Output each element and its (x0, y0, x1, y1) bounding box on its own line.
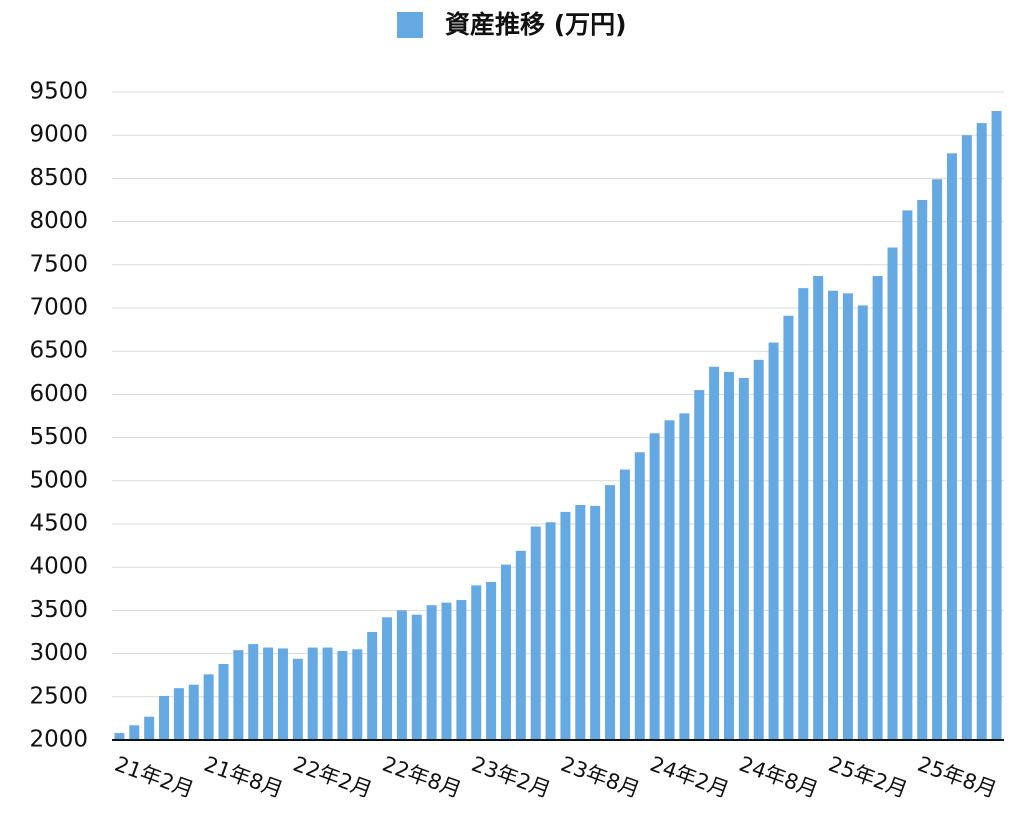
x-tick-label: 24年2月 (647, 752, 732, 803)
bar (857, 305, 868, 740)
bar (991, 111, 1002, 741)
bar (694, 390, 705, 740)
bar (263, 647, 274, 740)
bar (798, 288, 809, 740)
bar (545, 522, 556, 740)
bar (590, 505, 601, 740)
bar (753, 359, 764, 740)
bar (144, 716, 155, 740)
legend-swatch (397, 12, 423, 38)
y-tick-label: 5500 (29, 424, 88, 450)
x-tick-label: 21年2月 (112, 752, 197, 803)
y-tick-label: 7500 (29, 251, 88, 277)
x-tick-label: 22年2月 (290, 752, 375, 803)
bar (337, 651, 348, 740)
bar (426, 605, 437, 740)
bar (218, 663, 229, 740)
bar (872, 276, 883, 740)
bar (396, 610, 407, 740)
bar (292, 658, 303, 740)
bar (649, 433, 660, 740)
y-tick-label: 6000 (29, 381, 88, 407)
x-tick-label: 23年2月 (468, 752, 553, 803)
bar (471, 585, 482, 740)
bar (768, 342, 779, 740)
bar (946, 153, 957, 740)
y-tick-label: 8500 (29, 165, 88, 191)
x-tick-label: 25年2月 (825, 752, 910, 803)
bar (902, 210, 913, 741)
bar (203, 674, 214, 740)
bar (248, 644, 259, 740)
bar (783, 315, 794, 740)
bar (382, 617, 393, 740)
bar (367, 632, 378, 740)
bar (352, 649, 363, 740)
bar (619, 469, 630, 740)
bar (917, 200, 928, 740)
bar (679, 413, 690, 740)
bar (173, 688, 184, 740)
bar (159, 695, 170, 740)
y-tick-label: 6500 (29, 338, 88, 364)
y-tick-label: 9500 (29, 79, 88, 105)
y-tick-label: 7000 (29, 295, 88, 321)
bar (188, 684, 199, 740)
bar (530, 526, 541, 740)
bar (932, 179, 943, 740)
bar (664, 420, 675, 740)
bar (322, 647, 333, 740)
bar (114, 733, 125, 740)
bar (486, 581, 497, 740)
bar (307, 647, 318, 740)
bar (961, 135, 972, 740)
y-tick-label: 8000 (29, 208, 88, 234)
legend-label: 資産推移 (万円) (445, 10, 627, 39)
y-tick-label: 4000 (29, 554, 88, 580)
x-tick-label: 21年8月 (201, 752, 286, 803)
bar (456, 600, 467, 740)
bar (515, 550, 526, 740)
bar (441, 602, 452, 740)
bar (709, 366, 720, 740)
bar (277, 648, 288, 740)
y-tick-label: 3000 (29, 640, 88, 666)
bar (560, 511, 571, 740)
bar (500, 564, 511, 740)
bar (575, 504, 586, 740)
bar (634, 452, 645, 740)
y-tick-label: 2000 (29, 727, 88, 753)
x-tick-label: 23年8月 (558, 752, 643, 803)
bar (129, 725, 140, 740)
y-tick-label: 2500 (29, 683, 88, 709)
x-tick-label: 22年8月 (379, 752, 464, 803)
x-tick-label: 24年8月 (736, 752, 821, 803)
bar (738, 377, 749, 740)
y-tick-label: 4500 (29, 511, 88, 537)
bar (887, 247, 898, 740)
bar (976, 123, 987, 740)
y-tick-label: 3500 (29, 597, 88, 623)
bar (411, 614, 422, 740)
bar (813, 276, 824, 740)
y-tick-label: 5000 (29, 467, 88, 493)
bar (723, 371, 734, 740)
bar (842, 293, 853, 740)
bar (233, 650, 244, 740)
bar (605, 485, 616, 740)
y-tick-label: 9000 (29, 122, 88, 148)
x-tick-label: 25年8月 (914, 752, 999, 803)
bar (828, 290, 839, 740)
